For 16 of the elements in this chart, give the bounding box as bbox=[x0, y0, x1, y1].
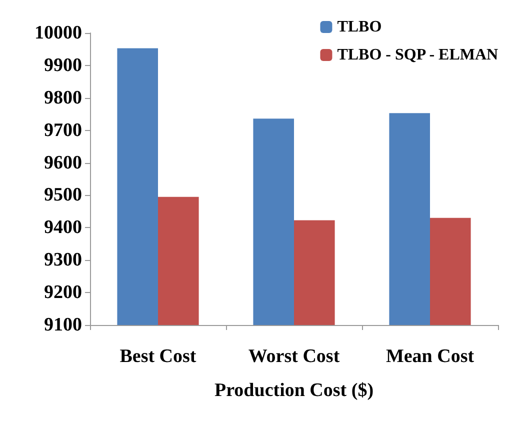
y-tick-label: 9700 bbox=[44, 120, 82, 141]
x-tick-label: Worst Cost bbox=[248, 346, 340, 367]
y-tick-label: 10000 bbox=[34, 22, 82, 44]
x-tick-label: Best Cost bbox=[120, 346, 197, 367]
legend-label: TLBO bbox=[337, 18, 382, 36]
x-axis-title: Production Cost ($) bbox=[214, 380, 374, 401]
y-tick-label: 9800 bbox=[44, 87, 82, 108]
y-tick-label: 9600 bbox=[44, 152, 82, 174]
legend-label: TLBO - SQP - ELMAN bbox=[337, 46, 499, 64]
y-tick-label: 9400 bbox=[44, 217, 82, 238]
x-tick-label: Mean Cost bbox=[386, 346, 475, 367]
y-tick-label: 9300 bbox=[44, 250, 82, 271]
y-tick-label: 9900 bbox=[44, 54, 82, 76]
y-tick-label: 9100 bbox=[44, 314, 82, 336]
y-tick-label: 9200 bbox=[44, 282, 82, 304]
y-tick-label: 9500 bbox=[44, 184, 82, 206]
